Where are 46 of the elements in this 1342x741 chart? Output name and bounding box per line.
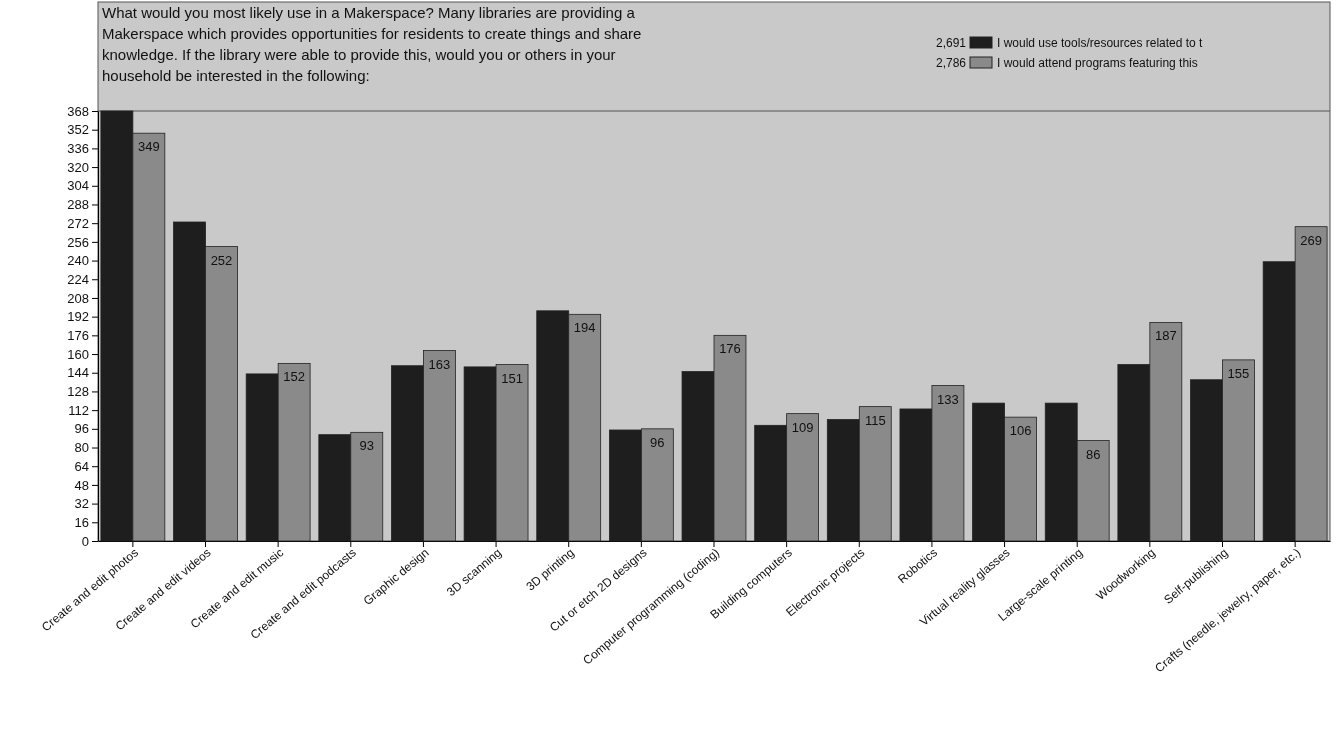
y-tick-label: 144 — [67, 365, 89, 381]
data-label: 155 — [1227, 365, 1250, 381]
y-tick-label: 336 — [67, 141, 89, 157]
y-tick-label: 256 — [67, 234, 89, 250]
data-label: 96 — [650, 434, 665, 450]
y-tick-label: 208 — [67, 290, 89, 306]
y-tick-label: 272 — [67, 215, 89, 231]
y-tick-label: 48 — [74, 477, 89, 493]
data-label: 194 — [573, 320, 596, 336]
y-tick-label: 176 — [67, 328, 89, 344]
y-tick-label: 320 — [67, 159, 89, 175]
text: 2,786 — [935, 56, 967, 70]
text: 2,691 — [935, 36, 967, 50]
data-label: 151 — [501, 370, 523, 386]
legend-label: I would attend programs featuring this — [997, 56, 1198, 70]
y-tick-label: 96 — [74, 421, 89, 437]
data-label: 349 — [138, 139, 160, 155]
y-tick-label: 32 — [74, 496, 89, 512]
y-tick-label: 192 — [67, 309, 89, 325]
data-label: 187 — [1154, 328, 1177, 344]
data-label: 163 — [428, 356, 451, 372]
data-label: 152 — [283, 369, 305, 385]
y-tick-label: 240 — [67, 253, 89, 269]
y-tick-label: 304 — [67, 178, 89, 194]
data-label: 109 — [791, 419, 814, 435]
y-tick-label: 288 — [67, 197, 89, 213]
y-tick-label: 128 — [67, 384, 89, 400]
data-label: 106 — [1009, 423, 1032, 439]
data-label: 93 — [359, 438, 375, 454]
legend-label: I would use tools/resources related to t — [997, 36, 1204, 50]
data-label: 133 — [937, 391, 959, 407]
y-tick-label: 112 — [68, 402, 89, 418]
data-label: 252 — [210, 252, 233, 268]
data-label: 176 — [719, 341, 741, 357]
y-tick-label: 80 — [74, 440, 89, 456]
y-tick-label: 352 — [67, 122, 89, 138]
data-label: 86 — [1085, 446, 1101, 462]
chart-title: What would you most likely use in a Makerspace? Many libraries are providing a Makerspace which provides opportunities for residents to create things and share knowledge. If the library were able to provide this, would you or others in your household be interested in the following: — [102, 4, 642, 84]
y-tick-label: 160 — [67, 346, 89, 362]
y-tick-label: 64 — [74, 458, 89, 474]
y-tick-label: 0 — [81, 533, 89, 549]
data-label: 269 — [1300, 232, 1322, 248]
y-tick-label: 16 — [74, 514, 89, 530]
data-label: 115 — [864, 412, 886, 428]
y-tick-label: 368 — [67, 103, 89, 119]
y-tick-label: 224 — [67, 271, 89, 287]
